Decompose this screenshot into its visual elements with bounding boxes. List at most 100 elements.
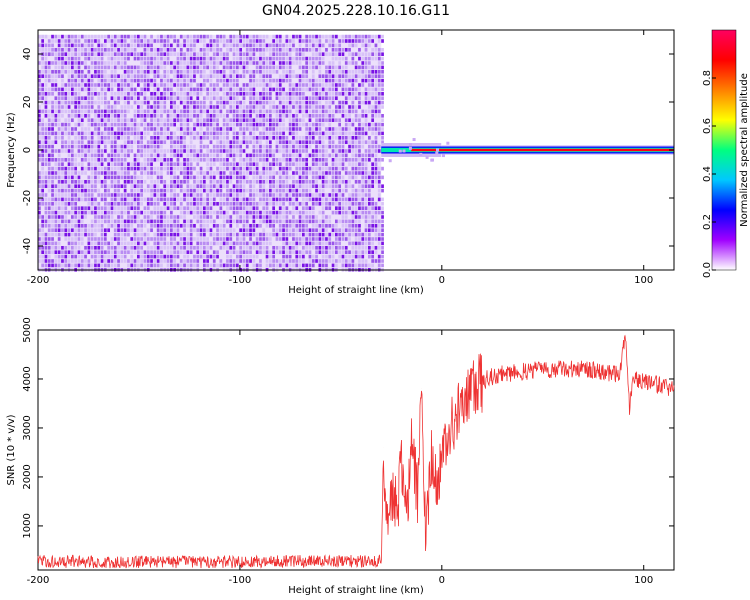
heatmap-cell [239, 259, 242, 263]
heatmap-cell [249, 210, 252, 215]
heatmap-cell [203, 48, 206, 52]
heatmap-cell [298, 202, 302, 206]
heatmap-cell [219, 259, 223, 263]
heatmap-cell [265, 259, 269, 263]
heatmap-cell [285, 96, 289, 100]
heatmap-cell [186, 162, 190, 166]
heatmap-cell [315, 184, 318, 188]
heatmap-cell [193, 259, 196, 263]
heatmap-cell [127, 74, 130, 78]
heatmap-cell [255, 48, 259, 52]
heatmap-cell [325, 193, 328, 197]
heatmap-cell [130, 43, 134, 48]
heatmap-cell [153, 206, 157, 210]
heatmap-cell [44, 100, 48, 105]
heatmap-cell [269, 180, 272, 184]
heatmap-cell [123, 210, 127, 215]
heatmap-cell [368, 224, 371, 228]
heatmap-cell [368, 202, 371, 206]
heatmap-cell [232, 202, 236, 206]
heatmap-cell [374, 171, 378, 175]
heatmap-cell [344, 206, 348, 210]
heatmap-cell [265, 158, 269, 162]
heatmap-cell [137, 39, 140, 43]
heatmap-cell [130, 87, 134, 92]
heatmap-cell [206, 166, 209, 171]
heatmap-cell [298, 127, 302, 131]
heatmap-cell [150, 184, 153, 188]
heatmap-cell [94, 87, 97, 92]
heatmap-cell [38, 197, 41, 202]
heatmap-cell [212, 114, 216, 118]
heatmap-cell [67, 158, 71, 162]
heatmap-cell [265, 263, 269, 268]
heatmap-cell [302, 246, 305, 250]
heatmap-cell [186, 210, 190, 215]
heatmap-cell [239, 65, 242, 70]
heatmap-cell [216, 224, 219, 228]
heatmap-cell [216, 237, 219, 241]
heatmap-cell [305, 162, 308, 166]
heatmap-cell [255, 43, 259, 48]
heatmap-cell [338, 232, 341, 237]
heatmap-cell [110, 136, 114, 140]
heatmap-cell [338, 158, 341, 162]
heatmap-cell [311, 219, 315, 224]
heatmap-cell [216, 140, 219, 144]
heatmap-cell [364, 74, 368, 78]
heatmap-cell [67, 224, 71, 228]
heatmap-cell [74, 52, 77, 56]
heatmap-cell [160, 144, 163, 149]
heatmap-cell [302, 241, 305, 246]
heatmap-cell [331, 250, 335, 254]
heatmap-cell [368, 158, 371, 162]
heatmap-cell [229, 215, 233, 219]
heatmap-cell [292, 140, 295, 144]
heatmap-cell [318, 56, 322, 61]
heatmap-cell [229, 202, 233, 206]
heatmap-cell [265, 162, 269, 166]
heatmap-cell [325, 34, 328, 39]
heatmap-cell [146, 215, 150, 219]
heatmap-cell [265, 74, 269, 78]
heatmap-cell [338, 127, 341, 131]
heatmap-cell [196, 263, 200, 268]
heatmap-cell [183, 136, 186, 140]
heatmap-cell [120, 56, 124, 61]
heatmap-cell [84, 250, 87, 254]
heatmap-cell [232, 259, 236, 263]
heatmap-cell [203, 87, 206, 92]
heatmap-cell [163, 224, 167, 228]
heatmap-cell [170, 241, 173, 246]
heatmap-cell [368, 193, 371, 197]
heatmap-cell [110, 254, 114, 259]
heatmap-cell [113, 162, 117, 166]
heatmap-cell [41, 228, 44, 232]
heatmap-cell [311, 162, 315, 166]
heatmap-cell [288, 162, 292, 166]
heatmap-cell [364, 184, 368, 188]
heatmap-cell [173, 180, 176, 184]
heatmap-cell [54, 250, 58, 254]
heatmap-cell [249, 180, 252, 184]
heatmap-cell [140, 153, 143, 158]
heatmap-cell [242, 136, 246, 140]
heatmap-cell [130, 48, 134, 52]
heatmap-cell [104, 180, 107, 184]
heatmap-cell [47, 162, 51, 166]
heatmap-cell [104, 96, 107, 100]
heatmap-cell [90, 78, 94, 83]
heatmap-cell [351, 215, 355, 219]
heatmap-cell [84, 144, 87, 149]
heatmap-cell [113, 250, 117, 254]
heatmap-cell [113, 96, 117, 100]
heatmap-cell [163, 206, 167, 210]
heatmap-cell [219, 232, 223, 237]
heatmap-cell [196, 70, 200, 74]
heatmap-cell [94, 114, 97, 118]
heatmap-cell [305, 105, 308, 109]
heatmap-cell [351, 206, 355, 210]
heatmap-cell [252, 52, 256, 56]
heatmap-cell [74, 56, 77, 61]
heatmap-cell [259, 52, 262, 56]
